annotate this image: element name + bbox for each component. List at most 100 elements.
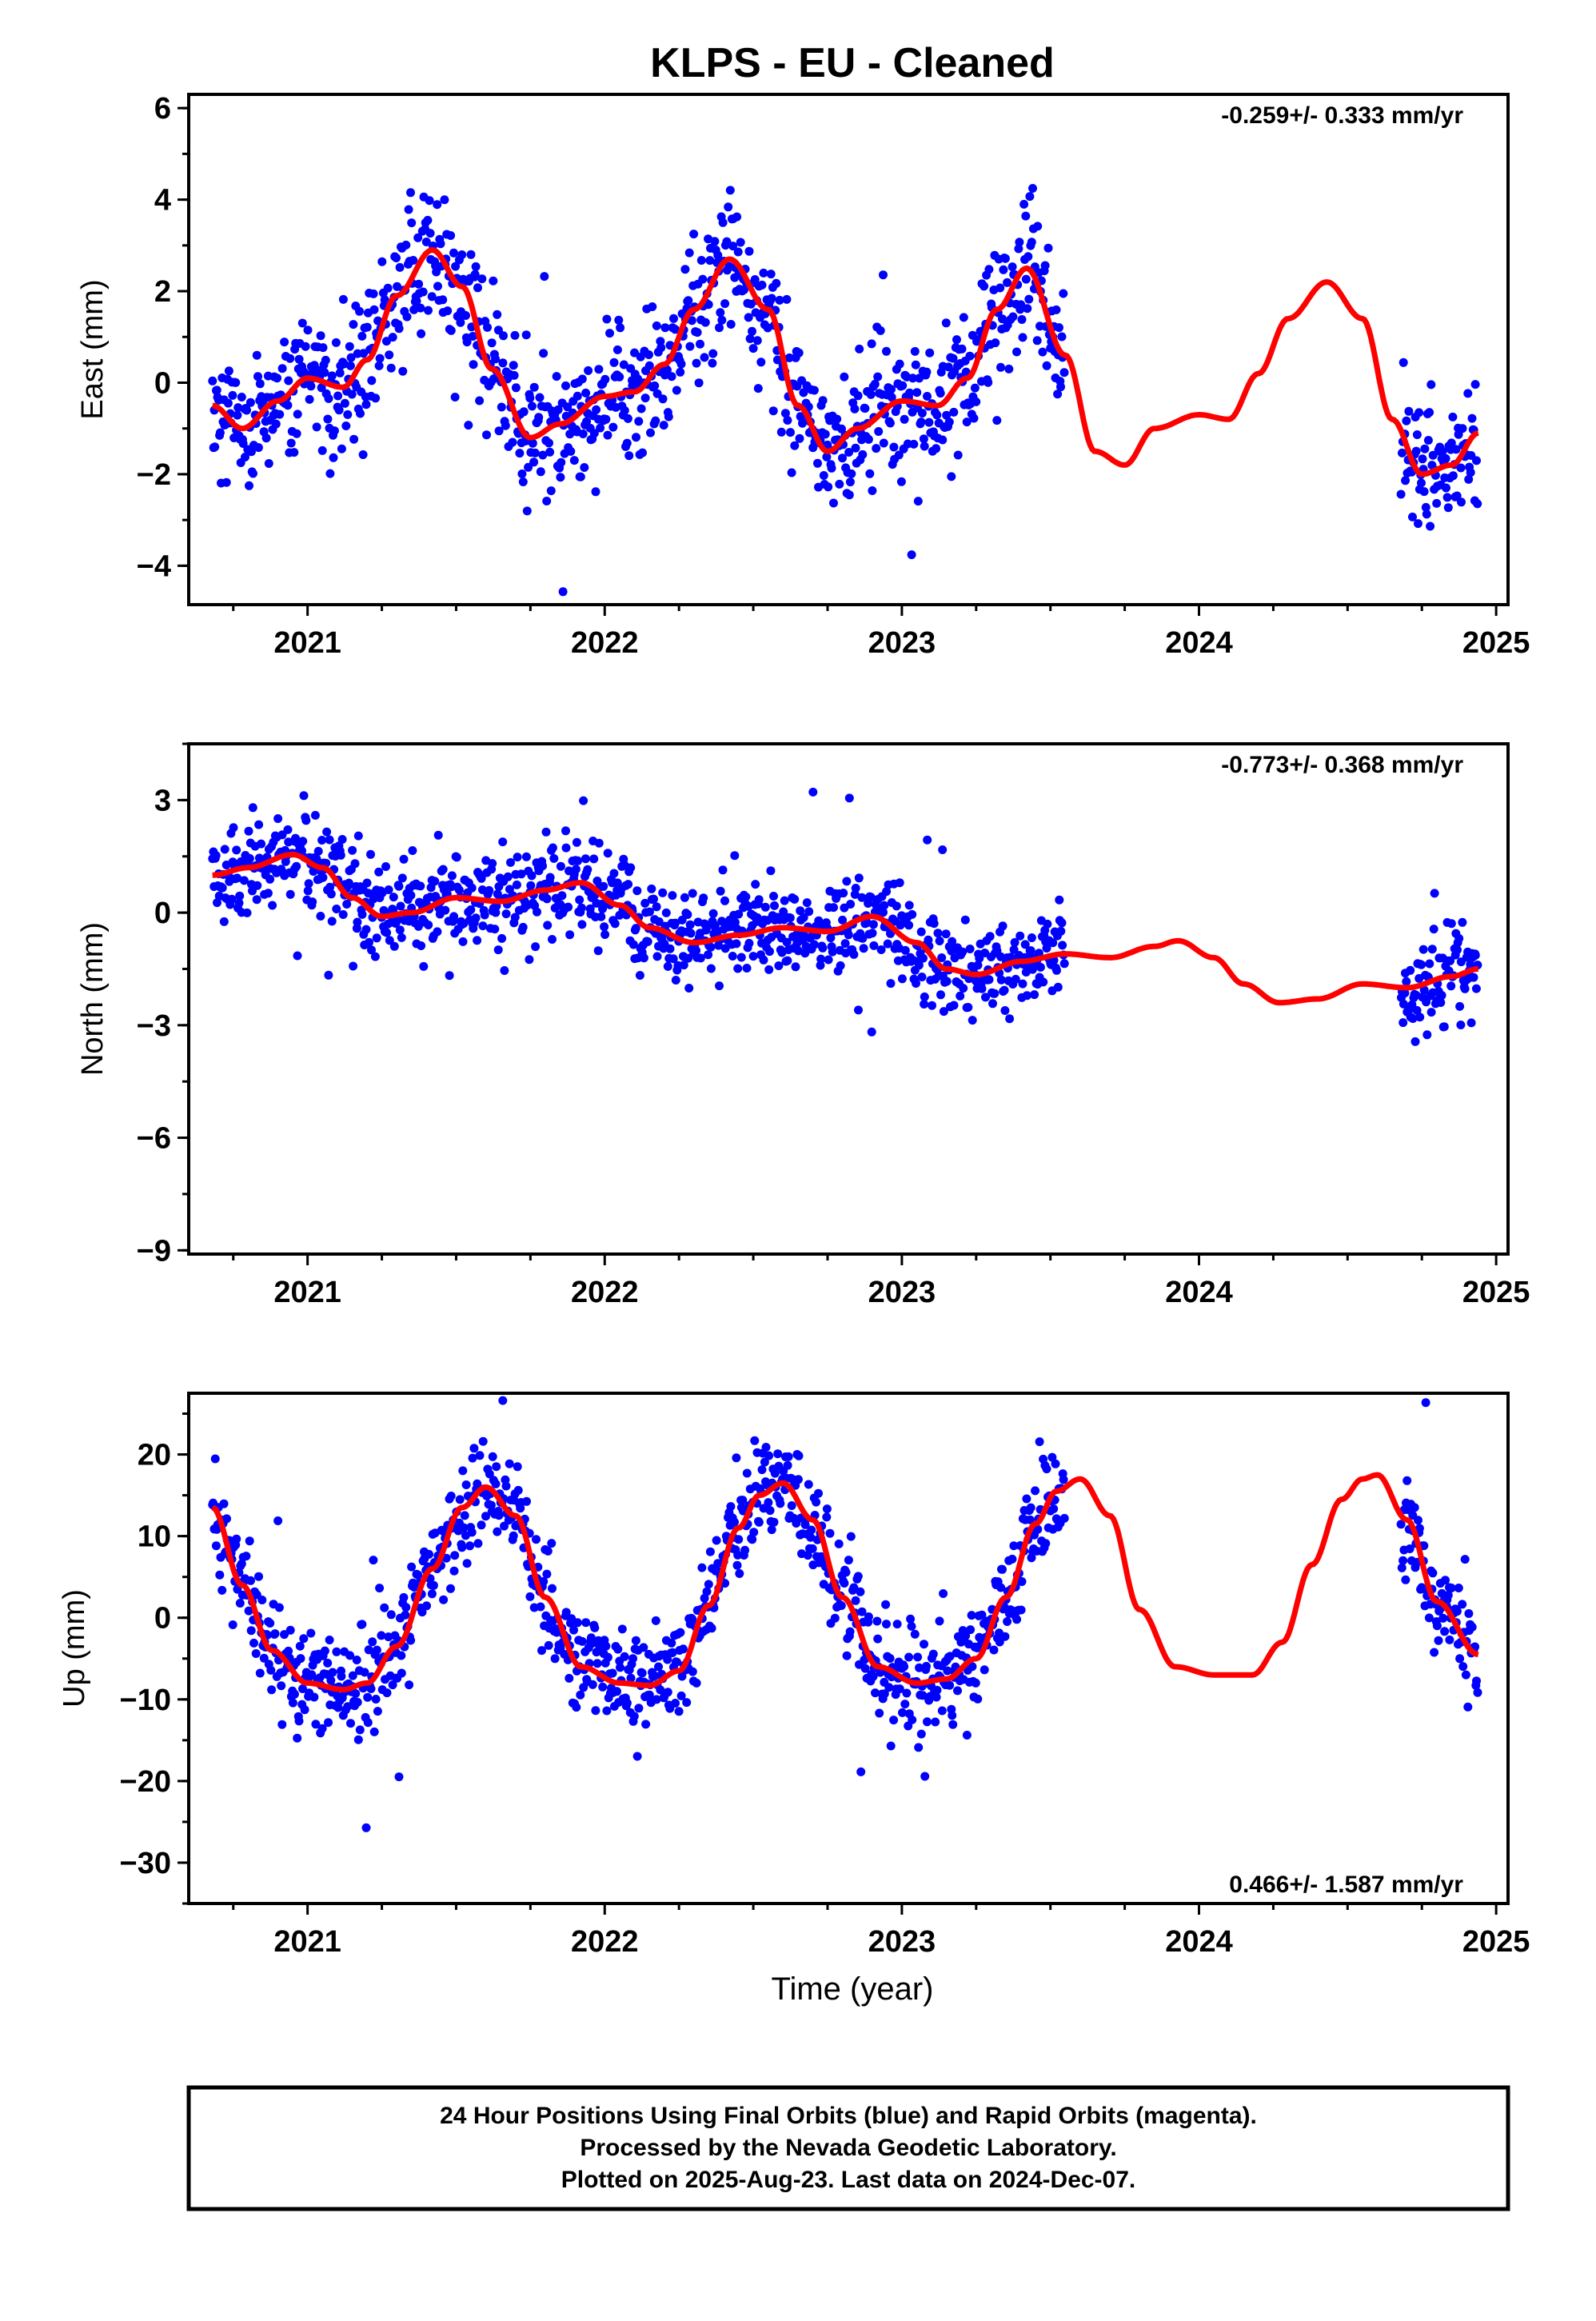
east-data-point bbox=[249, 469, 257, 478]
up-data-point bbox=[871, 1688, 880, 1698]
east-data-point bbox=[1033, 222, 1043, 231]
up-data-point bbox=[289, 1689, 299, 1699]
north-data-point bbox=[1427, 945, 1437, 954]
north-data-point bbox=[310, 810, 320, 820]
east-data-point bbox=[1438, 446, 1447, 456]
north-data-point bbox=[1430, 889, 1439, 898]
east-data-point bbox=[558, 587, 568, 597]
up-data-point bbox=[663, 1688, 672, 1697]
up-data-point bbox=[397, 1651, 406, 1660]
up-data-point bbox=[612, 1687, 621, 1696]
east-data-point bbox=[822, 452, 832, 461]
north-data-point bbox=[545, 873, 555, 882]
up-data-point bbox=[948, 1711, 957, 1720]
north-data-point bbox=[791, 962, 800, 972]
east-data-point bbox=[704, 234, 713, 244]
east-data-point bbox=[553, 405, 563, 414]
east-data-point bbox=[356, 409, 365, 418]
up-data-point bbox=[500, 1521, 509, 1531]
up-data-point bbox=[481, 1512, 490, 1521]
north-data-point bbox=[1035, 962, 1045, 972]
north-data-point bbox=[624, 880, 633, 889]
east-x-tick-label: 2025 bbox=[1462, 626, 1530, 660]
north-data-point bbox=[939, 1007, 948, 1017]
up-data-point bbox=[676, 1691, 686, 1700]
north-data-point bbox=[956, 991, 965, 1001]
north-data-point bbox=[652, 902, 661, 912]
east-data-point bbox=[406, 188, 415, 198]
east-data-point bbox=[1448, 471, 1458, 481]
north-data-point bbox=[908, 909, 917, 919]
up-data-point bbox=[856, 1587, 865, 1596]
north-data-point bbox=[704, 950, 713, 960]
up-data-point bbox=[672, 1657, 681, 1667]
north-data-point bbox=[730, 851, 740, 861]
up-data-point bbox=[427, 1589, 437, 1599]
up-data-point bbox=[232, 1534, 241, 1544]
north-data-point bbox=[846, 900, 856, 909]
up-data-point bbox=[353, 1735, 363, 1744]
east-data-point bbox=[489, 276, 498, 286]
east-data-point bbox=[996, 362, 1005, 372]
east-data-point bbox=[1059, 289, 1068, 298]
east-data-point bbox=[528, 438, 537, 448]
east-y-tick-label: 2 bbox=[154, 275, 171, 309]
up-x-tick-label: 2021 bbox=[273, 1925, 341, 1959]
up-data-point bbox=[573, 1618, 582, 1628]
east-data-point bbox=[953, 450, 963, 460]
east-data-point bbox=[215, 428, 225, 437]
east-data-point bbox=[961, 367, 971, 377]
east-data-point bbox=[325, 469, 335, 478]
north-data-point bbox=[1429, 925, 1438, 934]
north-data-point bbox=[765, 947, 774, 957]
up-data-point bbox=[215, 1570, 225, 1580]
east-data-point bbox=[644, 350, 653, 359]
east-data-point bbox=[872, 444, 881, 453]
east-data-point bbox=[790, 441, 800, 450]
east-data-point bbox=[885, 418, 895, 428]
north-data-point bbox=[253, 881, 262, 890]
up-x-tick-label: 2025 bbox=[1462, 1925, 1530, 1959]
up-data-point bbox=[1473, 1688, 1482, 1697]
up-data-point bbox=[492, 1462, 501, 1472]
east-data-point bbox=[1448, 412, 1458, 421]
east-data-point bbox=[651, 416, 660, 425]
up-data-point bbox=[1042, 1464, 1051, 1474]
north-data-point bbox=[1425, 959, 1434, 969]
east-data-point bbox=[1412, 430, 1422, 439]
up-data-point bbox=[245, 1536, 254, 1546]
north-data-point bbox=[313, 846, 323, 856]
east-data-point bbox=[795, 433, 804, 443]
east-data-point bbox=[1025, 192, 1035, 202]
up-data-point bbox=[916, 1729, 926, 1739]
up-data-point bbox=[478, 1436, 488, 1446]
up-data-point bbox=[995, 1637, 1004, 1647]
north-y-axis-label: North (mm) bbox=[76, 922, 110, 1076]
up-data-point bbox=[920, 1772, 930, 1781]
north-data-point bbox=[397, 933, 406, 942]
east-data-point bbox=[1419, 487, 1429, 497]
east-data-point bbox=[759, 268, 768, 278]
north-data-point bbox=[937, 953, 947, 962]
up-data-point bbox=[787, 1501, 796, 1510]
up-data-point bbox=[761, 1443, 771, 1452]
up-data-point bbox=[889, 1716, 899, 1725]
up-data-point bbox=[572, 1703, 581, 1712]
east-data-point bbox=[469, 360, 478, 370]
east-data-point bbox=[784, 353, 794, 362]
east-data-point bbox=[280, 338, 289, 347]
east-data-point bbox=[1452, 491, 1462, 501]
north-data-point bbox=[849, 949, 859, 959]
north-data-point bbox=[397, 873, 407, 883]
north-data-point bbox=[1419, 985, 1429, 995]
north-data-point bbox=[632, 886, 642, 896]
north-data-point bbox=[840, 939, 850, 949]
up-data-point bbox=[860, 1664, 870, 1673]
north-data-point bbox=[395, 925, 405, 935]
up-data-point bbox=[505, 1459, 514, 1468]
east-data-point bbox=[614, 315, 624, 325]
up-data-point bbox=[352, 1656, 361, 1664]
north-data-point bbox=[577, 920, 587, 929]
east-data-point bbox=[1402, 416, 1411, 425]
north-data-point bbox=[220, 845, 229, 854]
